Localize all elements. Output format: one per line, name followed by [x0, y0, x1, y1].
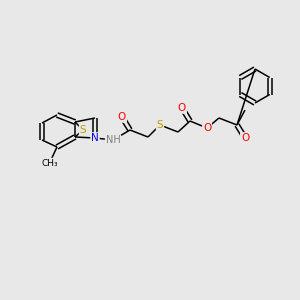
Text: O: O — [178, 103, 186, 113]
Text: O: O — [118, 112, 126, 122]
Text: O: O — [241, 133, 249, 143]
Text: O: O — [203, 123, 211, 133]
Text: CH₃: CH₃ — [42, 158, 58, 167]
Text: S: S — [80, 125, 86, 135]
Text: S: S — [157, 120, 163, 130]
Text: NH: NH — [106, 135, 120, 145]
Text: N: N — [91, 133, 99, 143]
